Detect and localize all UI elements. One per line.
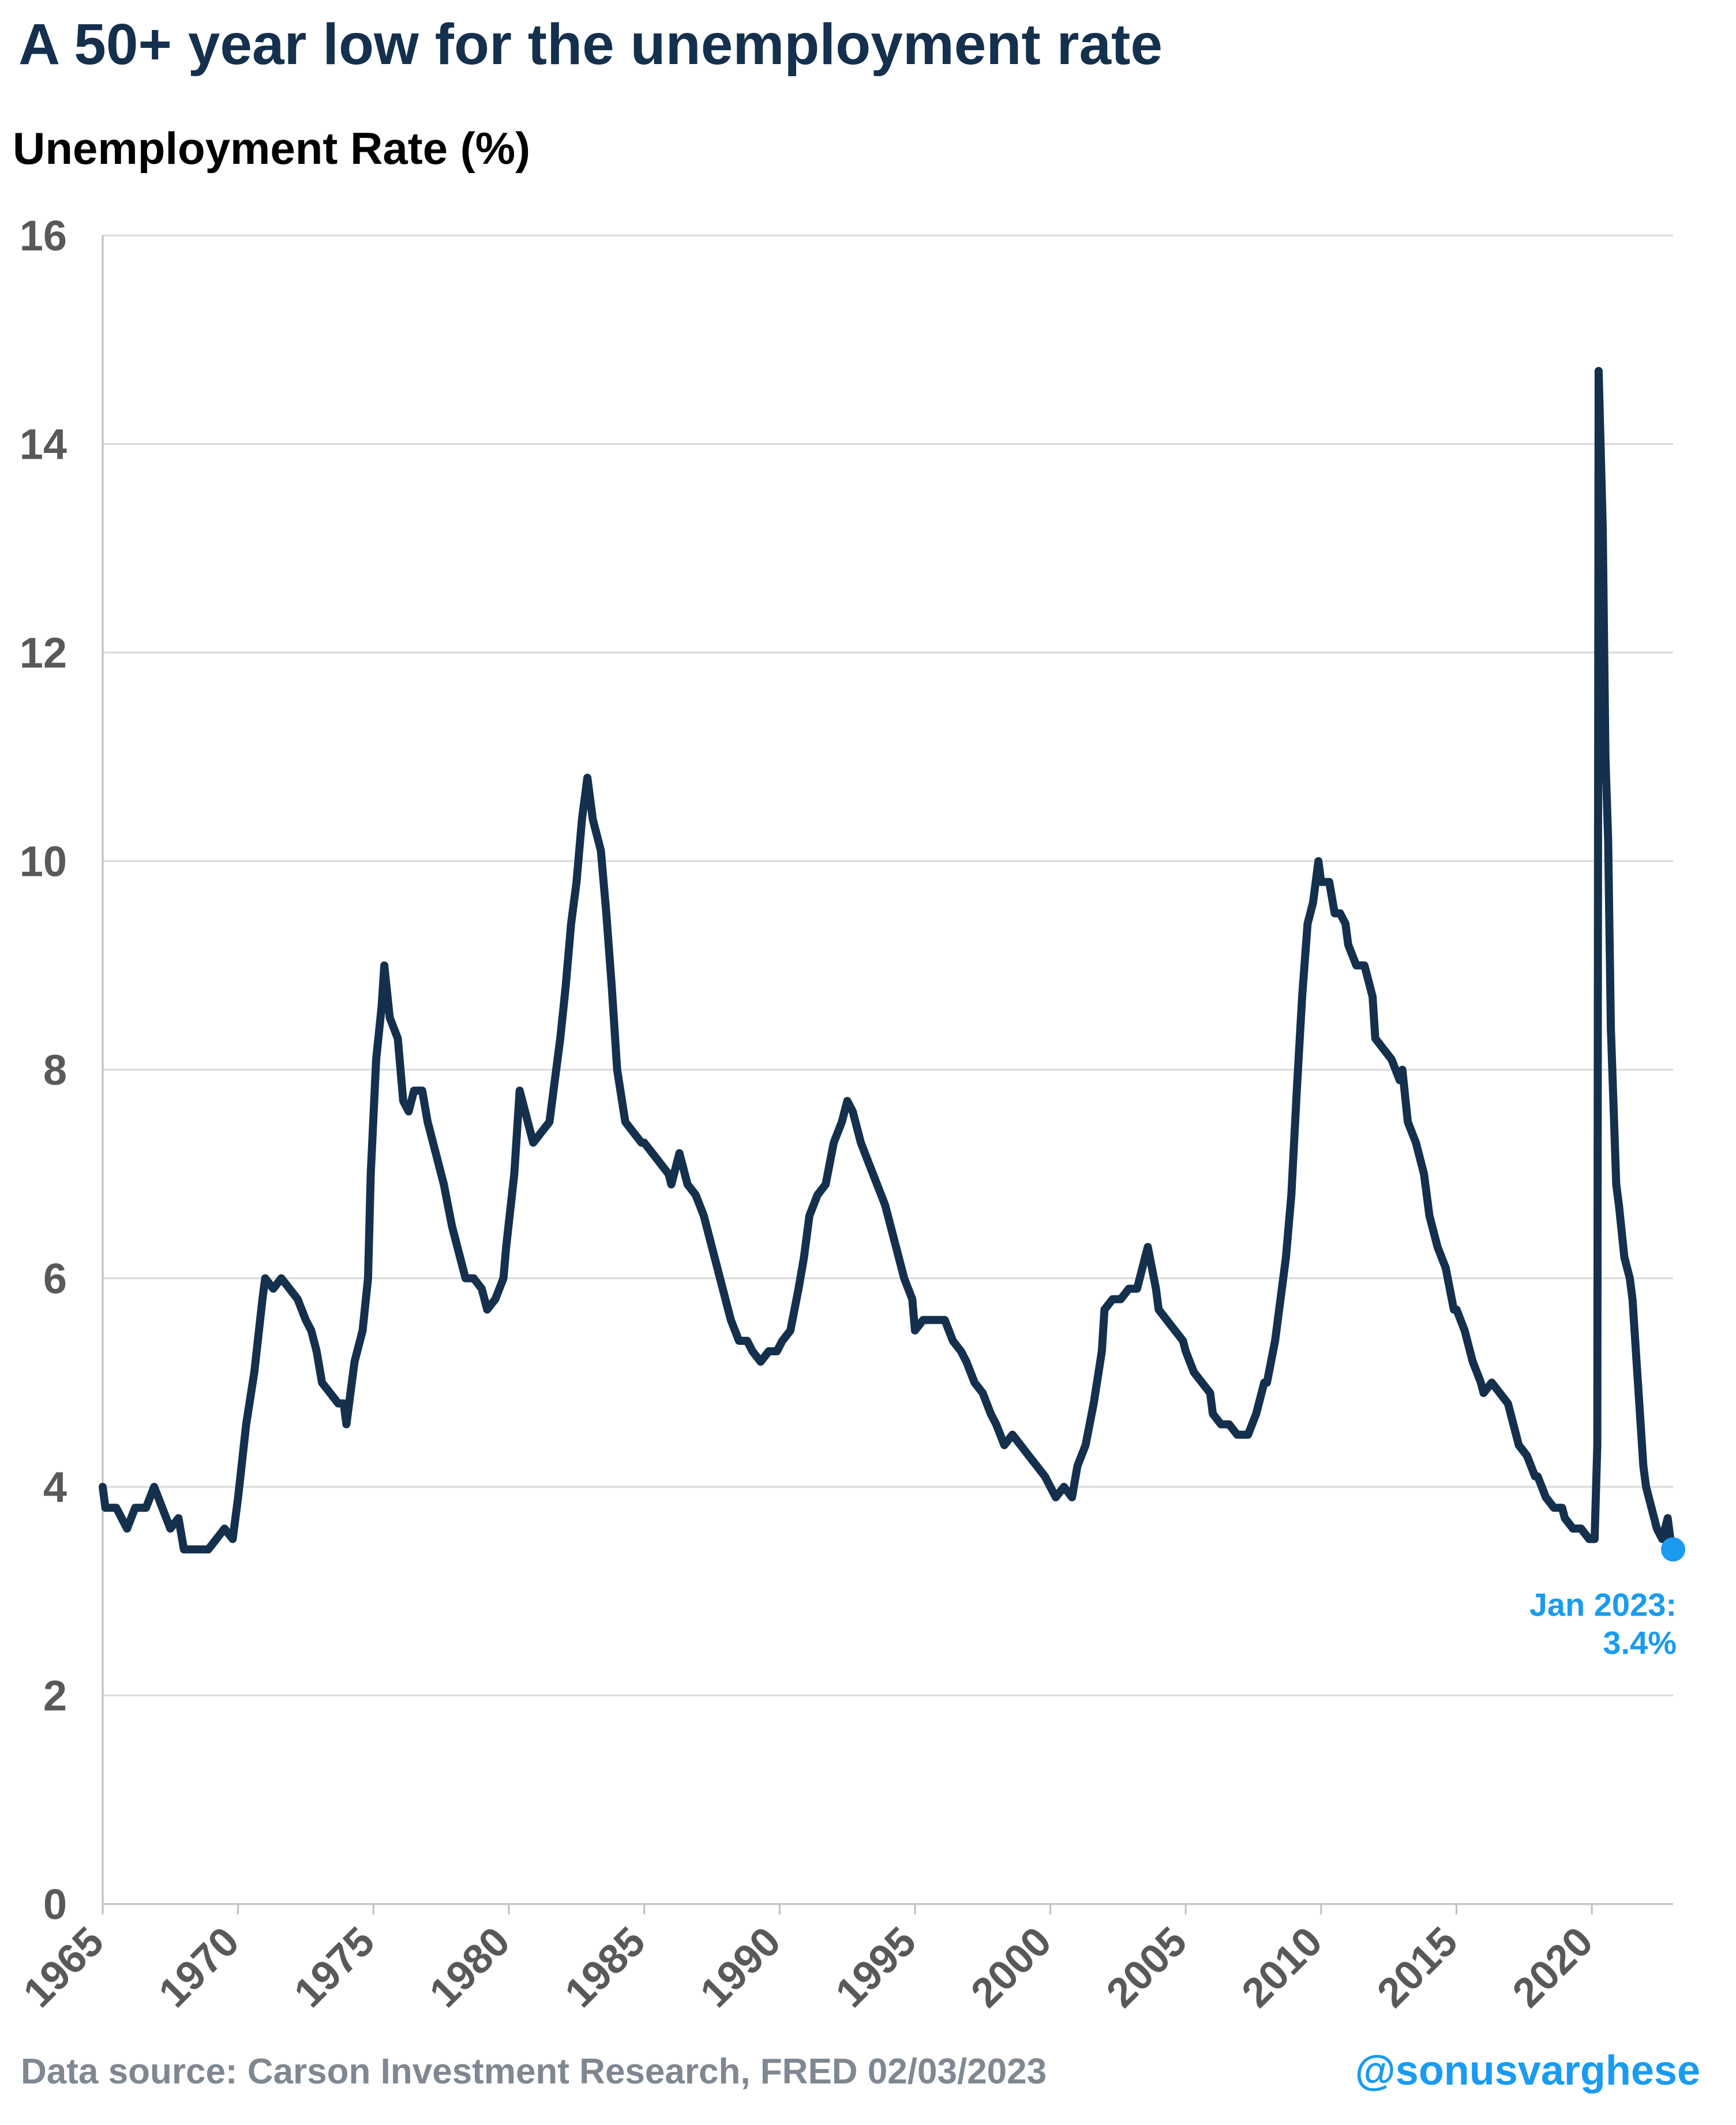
x-tick-label: 1970: [150, 1918, 248, 2017]
x-tick-label: 2015: [1368, 1918, 1467, 2017]
x-tick-label: 1985: [556, 1918, 654, 2017]
x-tick-label: 2005: [1098, 1918, 1196, 2017]
data-source-note: Data source: Carson Investment Research,…: [21, 2052, 1047, 2092]
x-tick-label: 2010: [1233, 1918, 1331, 2017]
annotation-label: 3.4%: [1603, 1624, 1677, 1661]
x-tick-label: 2020: [1504, 1918, 1602, 2017]
y-tick-label: 6: [43, 1255, 67, 1303]
y-tick-label: 12: [20, 629, 67, 677]
series-line: [99, 367, 1677, 1554]
annotations: Jan 2023:3.4%: [1529, 1537, 1685, 1661]
x-tick-label: 2000: [962, 1918, 1060, 2017]
y-axis-label: Unemployment Rate (%): [13, 123, 531, 174]
gridlines: [103, 234, 1673, 1696]
x-tick-label: 1975: [286, 1918, 384, 2017]
series: [99, 367, 1677, 1554]
author-handle: @sonusvarghese: [1355, 2048, 1700, 2094]
y-tick-label: 10: [20, 838, 67, 886]
x-tick-labels: 1965 1970 1975 1980 1985 1990 1995 2000 2005 2010…: [14, 1918, 1602, 2017]
x-tick-label: 1990: [692, 1918, 790, 2017]
latest-value-marker: [1661, 1537, 1685, 1562]
axes: [102, 235, 1673, 1914]
y-tick-label: 16: [20, 212, 67, 260]
y-tick-label: 2: [43, 1672, 67, 1720]
y-tick-label: 14: [20, 421, 67, 469]
y-tick-label: 4: [43, 1463, 67, 1511]
annotation-label: Jan 2023:: [1529, 1586, 1677, 1622]
x-tick-label: 1980: [421, 1918, 519, 2017]
x-tick-label: 1965: [14, 1918, 113, 2017]
x-tick-label: 1995: [827, 1918, 925, 2017]
y-tick-labels: 0 2 4 6 8 10 12 14 16: [20, 212, 67, 1928]
y-tick-label: 0: [43, 1880, 67, 1928]
page-title: A 50+ year low for the unemployment rate: [18, 12, 1163, 77]
y-tick-label: 8: [43, 1046, 67, 1094]
